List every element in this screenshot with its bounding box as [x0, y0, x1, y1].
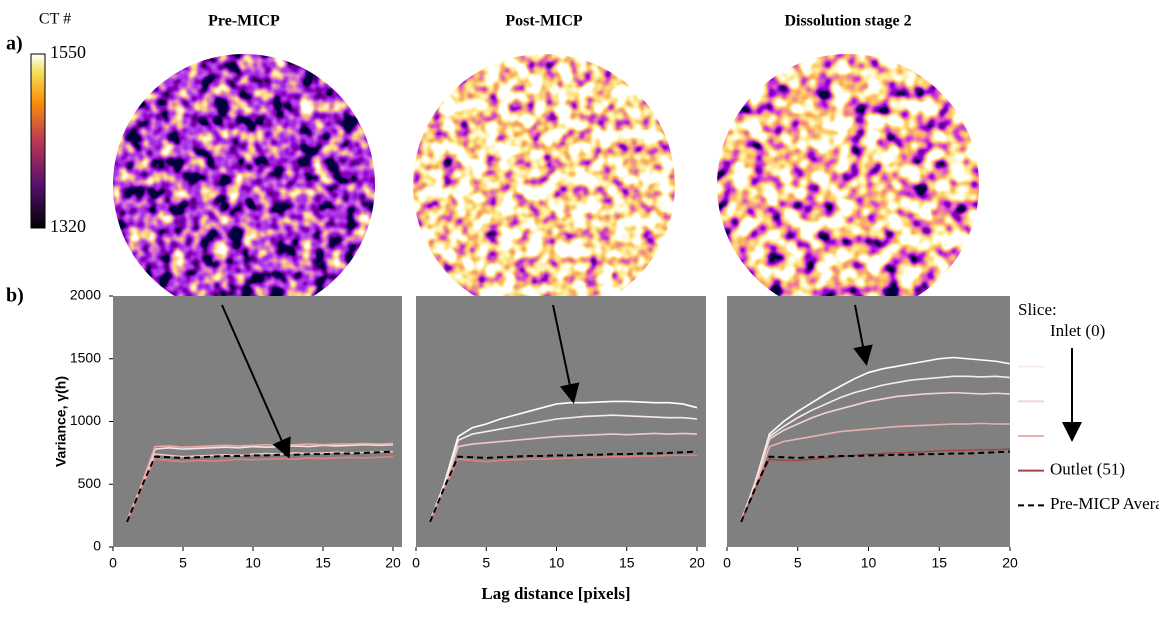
x-tick-label: 15	[315, 555, 331, 571]
y-tick-label: 2000	[70, 287, 101, 303]
ct-images	[113, 54, 979, 316]
slice-line	[126, 443, 394, 523]
legend-label: Inlet (0)	[1050, 321, 1105, 340]
x-tick-label: 15	[619, 555, 635, 571]
ct-image	[113, 54, 375, 316]
x-tick-label: 0	[109, 555, 117, 571]
x-tick-label: 10	[549, 555, 565, 571]
slice-line	[740, 375, 1011, 521]
ct-image	[717, 54, 979, 316]
average-line	[126, 450, 394, 523]
x-tick-label: 5	[482, 555, 490, 571]
slice-line	[126, 455, 394, 523]
arrow	[552, 304, 580, 404]
slice-line	[429, 454, 697, 523]
colorbar-tick-label: 1550	[50, 42, 86, 62]
image-title: Dissolution stage 2	[784, 13, 911, 30]
x-tick-label: 5	[179, 555, 187, 571]
legend-label: Outlet (51)	[1050, 460, 1125, 479]
arrow	[853, 304, 873, 366]
plots: 0 5 10 15 20 0 500 1000 1500 2000 Variance, γ(h) 0 5…	[53, 287, 1159, 603]
panel-label: b)	[6, 285, 24, 307]
average-line	[429, 450, 698, 523]
x-tick-label: 20	[689, 555, 705, 571]
colorbar-tick-label: 1320	[50, 216, 86, 236]
image-title: Pre-MICP	[208, 13, 280, 30]
slice-line	[740, 448, 1011, 523]
y-tick-label: 1500	[70, 349, 101, 365]
x-tick-label: 20	[385, 555, 401, 571]
colorbar	[30, 53, 46, 229]
plot-area	[416, 296, 706, 547]
y-axis-label: Variance, γ(h)	[53, 376, 69, 467]
x-tick-label: 0	[412, 555, 420, 571]
slice-line	[429, 432, 698, 522]
slice-line	[740, 422, 1010, 523]
slice-line	[740, 356, 1011, 523]
slice-line	[740, 391, 1011, 522]
plot-area	[727, 296, 1010, 547]
x-tick-label: 0	[723, 555, 731, 571]
colorbar-title: CT #	[39, 11, 71, 28]
slice-line	[126, 442, 394, 521]
ct-image	[413, 54, 675, 316]
legend-label: Pre-MICP Average	[1050, 494, 1159, 513]
x-tick-label: 10	[245, 555, 261, 571]
plot-area	[113, 296, 402, 547]
x-axis-label: Lag distance [pixels]	[481, 584, 630, 603]
x-tick-label: 10	[861, 555, 877, 571]
x-tick-label: 5	[794, 555, 802, 571]
panel-label: a)	[6, 33, 23, 55]
y-tick-label: 0	[93, 538, 101, 554]
image-title: Post-MICP	[505, 13, 583, 30]
x-tick-label: 15	[931, 555, 947, 571]
legend-title: Slice:	[1018, 300, 1057, 319]
arrow	[221, 304, 291, 459]
x-tick-label: 20	[1002, 555, 1018, 571]
y-tick-label: 500	[78, 475, 102, 491]
y-tick-label: 1000	[70, 412, 101, 428]
slice-line	[429, 414, 698, 521]
